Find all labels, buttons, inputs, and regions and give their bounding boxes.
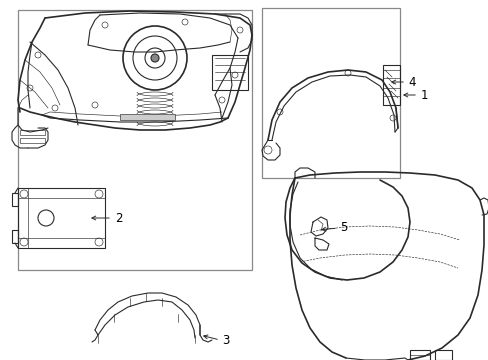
Text: 1: 1 [420,89,427,102]
Text: 2: 2 [115,212,122,225]
Text: 3: 3 [222,333,229,346]
Bar [262,8,399,178]
Bar [212,55,247,90]
Bar [12,193,18,206]
Text: 5: 5 [339,220,346,234]
Bar [20,130,45,135]
Bar [434,350,451,360]
Bar [120,114,175,120]
Bar [409,355,429,360]
Circle shape [151,54,159,62]
Bar [382,65,399,105]
Bar [18,188,105,248]
Bar [409,350,429,360]
Bar [18,10,251,270]
Text: 4: 4 [407,76,415,89]
Bar [20,138,45,143]
Bar [12,230,18,243]
